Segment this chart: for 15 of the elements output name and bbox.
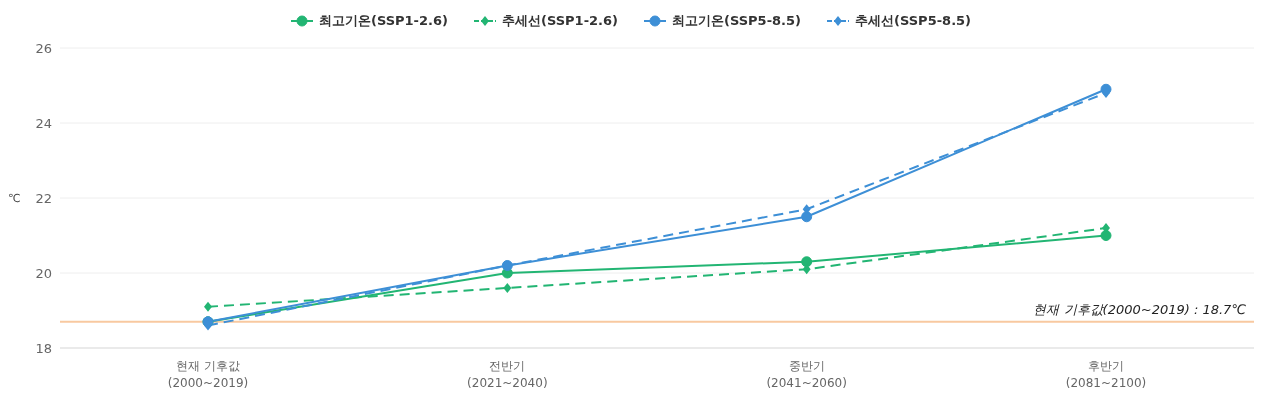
x-tick-label: 전반기 (2021~2040)	[467, 359, 548, 390]
y-tick-label: 26	[35, 40, 52, 56]
x-tick-label: 후반기 (2081~2100)	[1065, 359, 1147, 390]
legend-label: 추세선(SSP5-8.5)	[854, 12, 972, 30]
y-axis-title: ℃	[8, 191, 21, 205]
y-tick-label: 18	[35, 340, 52, 356]
ref-line-label: 현재 기후값(2000~2019) : 18.7℃	[1033, 301, 1247, 317]
y-tick-label: 24	[35, 115, 52, 131]
x-tick-label: 중반기 (2041~2060)	[766, 359, 847, 390]
legend-label: 추세선(SSP1-2.6)	[500, 12, 618, 30]
y-tick-label: 22	[35, 190, 52, 206]
legend-label: 최고기온(SSP5-8.5)	[671, 12, 802, 30]
x-tick-label: 현재 기후값 (2000~2019)	[167, 359, 249, 390]
y-tick-label: 20	[35, 265, 52, 281]
legend-label: 최고기온(SSP1-2.6)	[317, 12, 448, 30]
